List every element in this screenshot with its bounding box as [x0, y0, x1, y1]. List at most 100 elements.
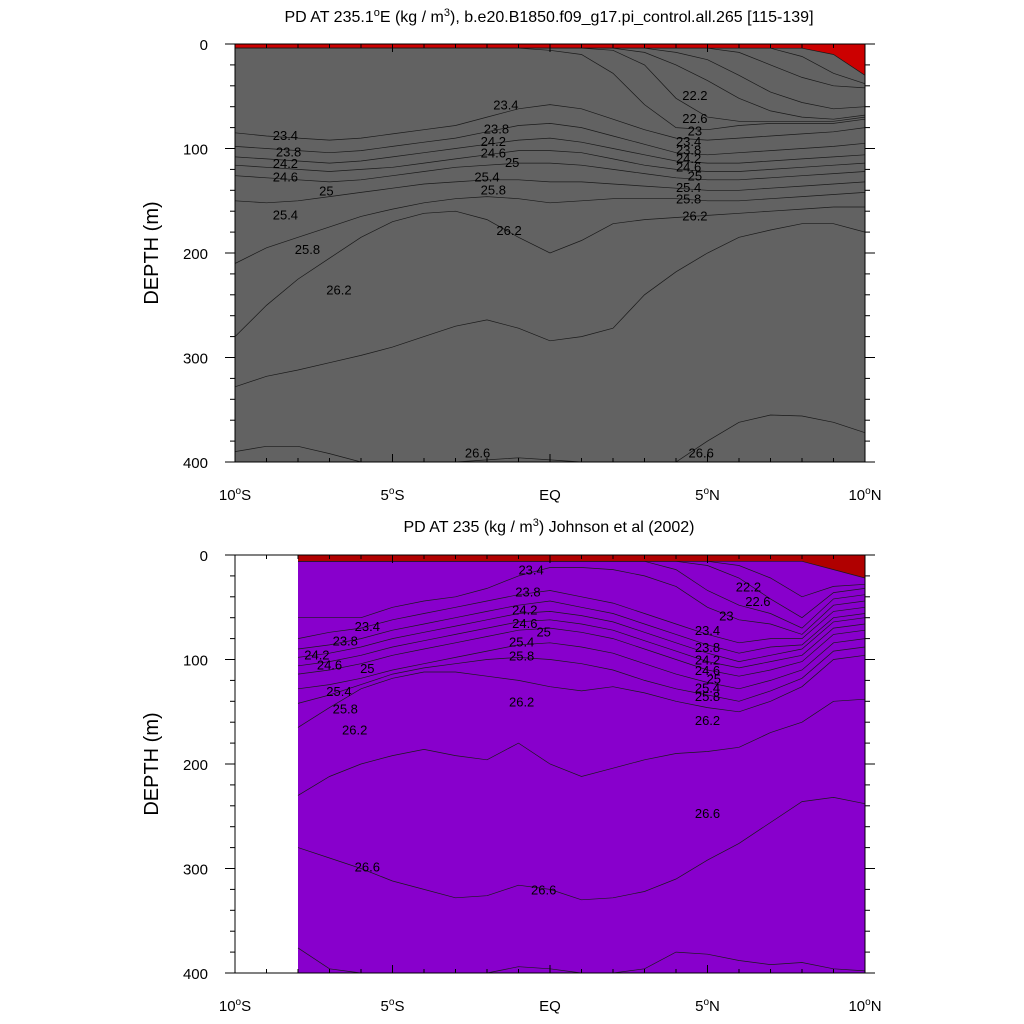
contour-value-label: 22.6 [745, 594, 770, 609]
contour-value-label: 24.6 [317, 658, 342, 673]
contour-value-label: 24.2 [481, 134, 506, 149]
contour-fill-21 [235, 48, 865, 462]
contour-line-25-4 [297, 638, 866, 690]
x-tick-label: 10oS [219, 486, 251, 504]
contour-value-label: 23 [719, 609, 733, 624]
contour-value-label: 23.4 [676, 134, 701, 149]
contour-line-27 [297, 797, 866, 901]
contour-value-label: 24.2 [695, 653, 720, 668]
contour-value-label: 26.2 [695, 713, 720, 728]
y-tick-label: 100 [183, 653, 208, 670]
panel-title: PD AT 235 (kg / m3) Johnson et al (2002) [403, 517, 694, 536]
x-tick-label: 10oN [848, 486, 881, 504]
contour-value-label: 25 [360, 661, 374, 676]
contour-value-label: 26.6 [355, 859, 380, 874]
y-axis-label: DEPTH (m) [141, 712, 163, 815]
x-tick-label: 5oN [695, 997, 720, 1015]
contour-line-25 [234, 162, 866, 183]
x-tick-label: 5oS [381, 486, 405, 504]
contour-value-label: 23.4 [695, 623, 720, 638]
contour-value-label: 23.8 [333, 634, 358, 649]
contour-value-label: 26.2 [509, 694, 534, 709]
contour-line-24-2 [297, 611, 866, 662]
contour-line-25-8 [297, 646, 866, 704]
axes: 10oS 5oS EQ 5oN 10oN 0 100 200 300 400 [183, 548, 882, 1015]
y-tick-label: 200 [183, 757, 208, 774]
contour-value-label: 24.2 [512, 602, 537, 617]
contour-line-24-6 [234, 150, 866, 172]
y-tick-label: 300 [183, 862, 208, 879]
y-tick-label: 400 [183, 455, 208, 472]
contour-value-label: 22.2 [682, 88, 707, 103]
contour-value-label: 25.4 [695, 681, 720, 696]
top-contour-panel: PD AT 235.1oE (kg / m3), b.e20.B1850.f09… [141, 7, 882, 504]
contour-value-label: 22.2 [736, 579, 761, 594]
contour-value-label: 25.8 [695, 689, 720, 704]
contour-value-label: 23.8 [676, 143, 701, 158]
y-tick-label: 100 [183, 142, 208, 159]
contour-value-label: 23.8 [515, 585, 540, 600]
contour-value-label: 26.2 [496, 223, 521, 238]
y-tick-label: 0 [200, 37, 208, 54]
contour-value-label: 25 [319, 183, 333, 198]
contour-value-label: 24.2 [676, 151, 701, 166]
plot-area: 23.423.423.823.824.224.224.624.6252525.4… [234, 44, 866, 463]
contour-value-label: 25 [536, 624, 550, 639]
contour-fill-21-4 [298, 561, 865, 973]
x-tick-label: 5oS [381, 997, 405, 1015]
contour-line-23-8 [297, 600, 866, 654]
contour-line-24-2 [234, 137, 866, 164]
contour-value-label: 23 [688, 124, 702, 139]
contour-line-24-6 [297, 619, 866, 669]
contour-value-label: 25.4 [326, 684, 351, 699]
x-tick-label: 10oN [848, 997, 881, 1015]
contour-value-label: 26.2 [326, 283, 351, 298]
contour-line-25 [297, 627, 866, 677]
contour-value-label: 26.2 [682, 208, 707, 223]
contour-line-25-8 [234, 192, 866, 264]
contour-value-label: 25.4 [273, 207, 298, 222]
contour-value-label: 23.4 [355, 619, 380, 634]
contour-line-23-8 [234, 123, 866, 156]
plot-area: 23.423.824.224.62525.425.826.223.423.824… [297, 555, 866, 974]
contour-value-label: 25 [688, 169, 702, 184]
contour-line-26-6 [234, 223, 866, 388]
contour-line-23-4 [297, 590, 866, 644]
contour-line-25-4 [234, 179, 866, 204]
contour-value-label: 25 [707, 671, 721, 686]
y-tick-label: 400 [183, 966, 208, 983]
x-tick-label: 10oS [219, 997, 251, 1015]
x-tick-label: EQ [539, 487, 561, 504]
contour-value-label: 24.6 [676, 159, 701, 174]
x-tick-label: 5oN [695, 486, 720, 504]
contour-value-label: 24.6 [512, 616, 537, 631]
contour-value-label: 25.8 [481, 182, 506, 197]
panel-title: PD AT 235.1oE (kg / m3), b.e20.B1850.f09… [284, 7, 813, 26]
contour-value-label: 23.4 [273, 128, 298, 143]
contour-value-label: 25 [505, 155, 519, 170]
contour-value-label: 25.8 [676, 192, 701, 207]
contour-line-23 [298, 567, 866, 635]
contour-value-label: 25.4 [509, 635, 534, 650]
contour-value-label: 23.4 [518, 563, 543, 578]
contour-value-label: 26.6 [689, 446, 714, 461]
bottom-contour-panel: PD AT 235 (kg / m3) Johnson et al (2002)… [141, 517, 882, 1015]
x-tick-label: EQ [539, 998, 561, 1015]
contour-value-label: 24.2 [273, 156, 298, 171]
y-tick-label: 200 [183, 246, 208, 263]
contour-value-label: 22.6 [682, 111, 707, 126]
contour-value-label: 23.8 [484, 122, 509, 137]
contour-value-label: 23.8 [695, 640, 720, 655]
contour-value-label: 25.4 [676, 180, 701, 195]
contour-value-label: 25.8 [509, 648, 534, 663]
contour-value-label: 26.6 [695, 806, 720, 821]
contour-value-label: 26.2 [342, 723, 367, 738]
contour-value-label: 25.4 [474, 170, 499, 185]
contour-line-26-6 [297, 698, 866, 796]
y-tick-label: 300 [183, 351, 208, 368]
contour-value-label: 25.8 [295, 242, 320, 257]
contour-line-26-2 [234, 206, 865, 337]
contour-line-26-2 [297, 654, 866, 728]
y-axis-label: DEPTH (m) [141, 201, 163, 304]
